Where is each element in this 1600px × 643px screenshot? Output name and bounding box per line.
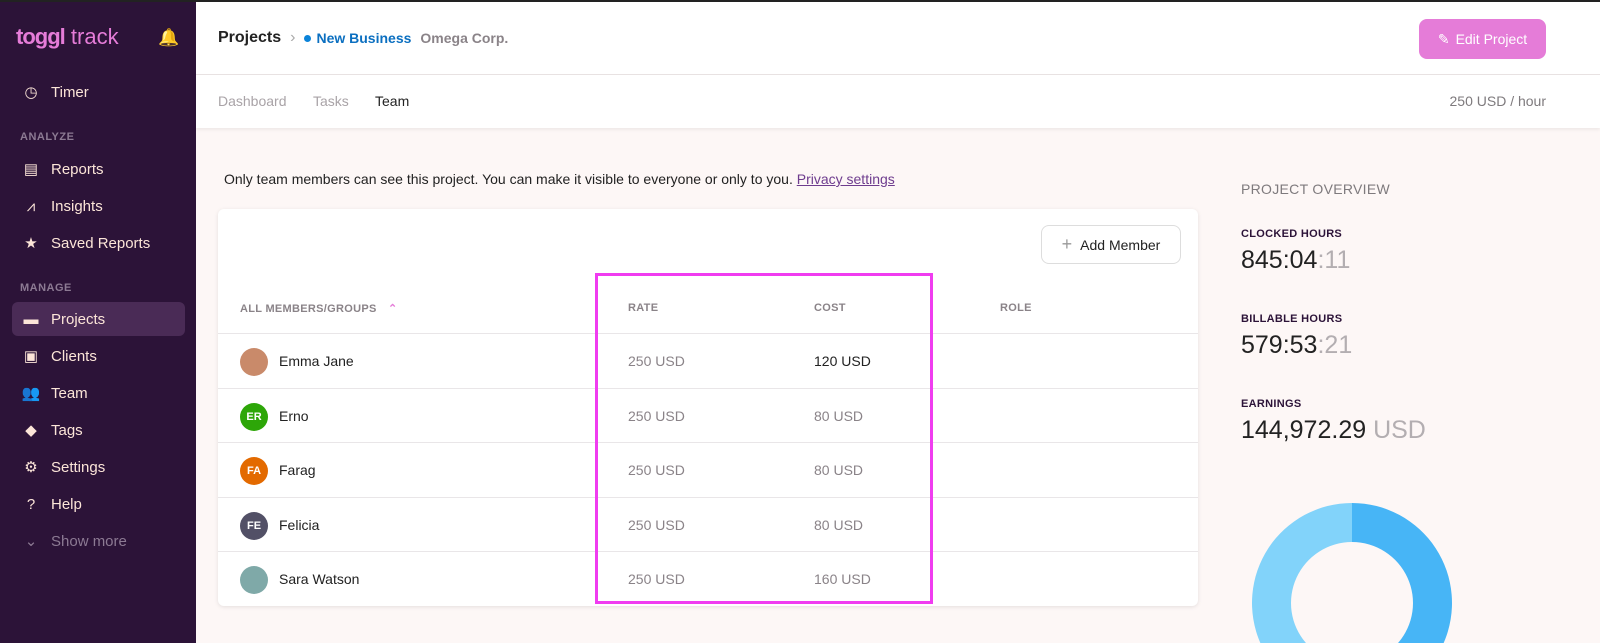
sidebar-item-projects[interactable]: ▬ Projects: [12, 302, 185, 336]
table-row[interactable]: Sara Watson 250 USD 160 USD: [218, 551, 1198, 605]
avatar: [240, 566, 268, 594]
member-cost[interactable]: 160 USD: [814, 571, 871, 587]
section-manage: MANAGE: [20, 282, 72, 294]
label: Team: [51, 384, 88, 402]
privacy-settings-link[interactable]: Privacy settings: [796, 171, 895, 187]
member-rate[interactable]: 250 USD: [628, 462, 685, 478]
table-row[interactable]: FE Felicia 250 USD 80 USD: [218, 496, 1198, 551]
bell-icon[interactable]: 🔔: [158, 28, 180, 47]
star-icon: ★: [24, 235, 38, 252]
hourly-rate: 250 USD / hour: [1449, 93, 1547, 109]
sort-icon[interactable]: ⌃: [387, 303, 398, 315]
help-icon: ?: [26, 495, 36, 513]
label: Reports: [51, 160, 104, 178]
table-row[interactable]: Emma Jane 250 USD 120 USD: [218, 333, 1198, 387]
section-analyze: ANALYZE: [20, 131, 75, 143]
member-name: Farag: [279, 462, 316, 478]
header-cost: COST: [814, 302, 846, 314]
label: Clients: [51, 347, 97, 365]
sidebar-item-saved-reports[interactable]: ★ Saved Reports: [12, 226, 185, 260]
notice-text: Only team members can see this project. …: [224, 171, 793, 187]
gear-icon: ⚙: [24, 459, 38, 476]
label: Settings: [51, 458, 106, 476]
tab-team[interactable]: Team: [375, 93, 410, 109]
toggl-logo[interactable]: toggl track: [16, 24, 119, 49]
privacy-notice: Only team members can see this project. …: [224, 171, 895, 187]
breadcrumb: Projects › New Business Omega Corp.: [218, 29, 508, 47]
member-name: Sara Watson: [279, 571, 360, 587]
tab-dashboard[interactable]: Dashboard: [218, 93, 287, 109]
sidebar-item-reports[interactable]: ▤ Reports: [12, 152, 185, 186]
table-row[interactable]: FA Farag 250 USD 80 USD: [218, 442, 1198, 496]
sidebar-item-insights[interactable]: ⩘ Insights: [12, 189, 185, 223]
overview-donut-chart: [1252, 503, 1452, 643]
member-rate[interactable]: 250 USD: [628, 516, 685, 533]
label: Help: [51, 495, 82, 513]
edit-project-button[interactable]: ✎ Edit Project: [1419, 19, 1546, 59]
member-name: Emma Jane: [279, 353, 354, 369]
table-row[interactable]: ER Erno 250 USD 80 USD: [218, 387, 1198, 442]
earnings: EARNINGS 144,972.29 USD: [1241, 398, 1426, 444]
tab-tasks[interactable]: Tasks: [313, 93, 349, 109]
sidebar-item-timer[interactable]: ◷ Timer: [12, 75, 185, 109]
header-role: ROLE: [1000, 302, 1032, 314]
highlight-box: [595, 273, 933, 604]
clocked-hours: CLOCKED HOURS 845:04:11: [1241, 228, 1351, 274]
tag-icon: ◆: [25, 422, 37, 439]
clock-icon: ◷: [24, 84, 38, 101]
client-icon: ▣: [23, 348, 39, 365]
member-rate[interactable]: 250 USD: [628, 353, 685, 369]
label: Projects: [51, 310, 106, 328]
member-cost[interactable]: 120 USD: [814, 353, 871, 369]
header-members[interactable]: ALL MEMBERS/GROUPS ⌃: [240, 303, 398, 315]
avatar: [240, 348, 268, 376]
donut-slice-dark: [1352, 503, 1452, 643]
member-cost[interactable]: 80 USD: [814, 462, 864, 478]
sidebar-item-tags[interactable]: ◆ Tags: [12, 413, 185, 447]
avatar: ER: [240, 402, 268, 431]
donut-slice-light: [1252, 503, 1352, 643]
member-rate[interactable]: 250 USD: [628, 571, 685, 587]
label: Insights: [51, 197, 103, 215]
sidebar: toggl track 🔔 ◷ Timer ANALYZE ▤ Reports ⩘ I…: [0, 0, 196, 643]
label: Show more: [51, 532, 127, 550]
project-color-dot: [304, 34, 312, 42]
label: Add Member: [1080, 236, 1161, 253]
add-member-button[interactable]: + Add Member: [1041, 225, 1181, 264]
project-name: New Business: [316, 30, 412, 46]
member-name: Erno: [279, 407, 309, 424]
client-name: Omega Corp.: [420, 30, 509, 46]
tab-bar: Dashboard Tasks Team 250 USD / hour: [196, 75, 1600, 128]
insights-icon: ⩘: [26, 197, 36, 215]
header-rate: RATE: [628, 302, 659, 314]
label: Tags: [51, 421, 83, 439]
team-icon: 👥: [21, 385, 41, 402]
member-name: Felicia: [279, 516, 320, 533]
sidebar-item-team[interactable]: 👥 Team: [12, 376, 185, 410]
sidebar-item-help[interactable]: ? Help: [12, 487, 185, 521]
overview-title: PROJECT OVERVIEW: [1241, 181, 1390, 197]
label: Timer: [51, 83, 89, 101]
chevron-right-icon: ›: [290, 29, 296, 46]
label: Edit Project: [1455, 31, 1528, 47]
member-cost[interactable]: 80 USD: [814, 516, 864, 533]
sidebar-show-more[interactable]: ⌄ Show more: [12, 524, 185, 558]
avatar: FA: [240, 457, 268, 485]
member-cost[interactable]: 80 USD: [814, 407, 864, 424]
label: Saved Reports: [51, 234, 151, 252]
folder-icon: ▬: [23, 310, 39, 328]
billable-hours: BILLABLE HOURS 579:53:21: [1241, 313, 1353, 359]
chevron-down-icon: ⌄: [24, 533, 38, 550]
header: Projects › New Business Omega Corp. ✎ Edi…: [196, 0, 1600, 75]
sidebar-item-clients[interactable]: ▣ Clients: [12, 339, 185, 373]
avatar: FE: [240, 511, 268, 540]
sidebar-item-settings[interactable]: ⚙ Settings: [12, 450, 185, 484]
member-rate[interactable]: 250 USD: [628, 407, 685, 424]
pencil-icon: ✎: [1437, 30, 1450, 47]
breadcrumb-projects[interactable]: Projects: [218, 29, 282, 46]
plus-icon: +: [1061, 234, 1073, 254]
report-icon: ▤: [23, 161, 39, 178]
